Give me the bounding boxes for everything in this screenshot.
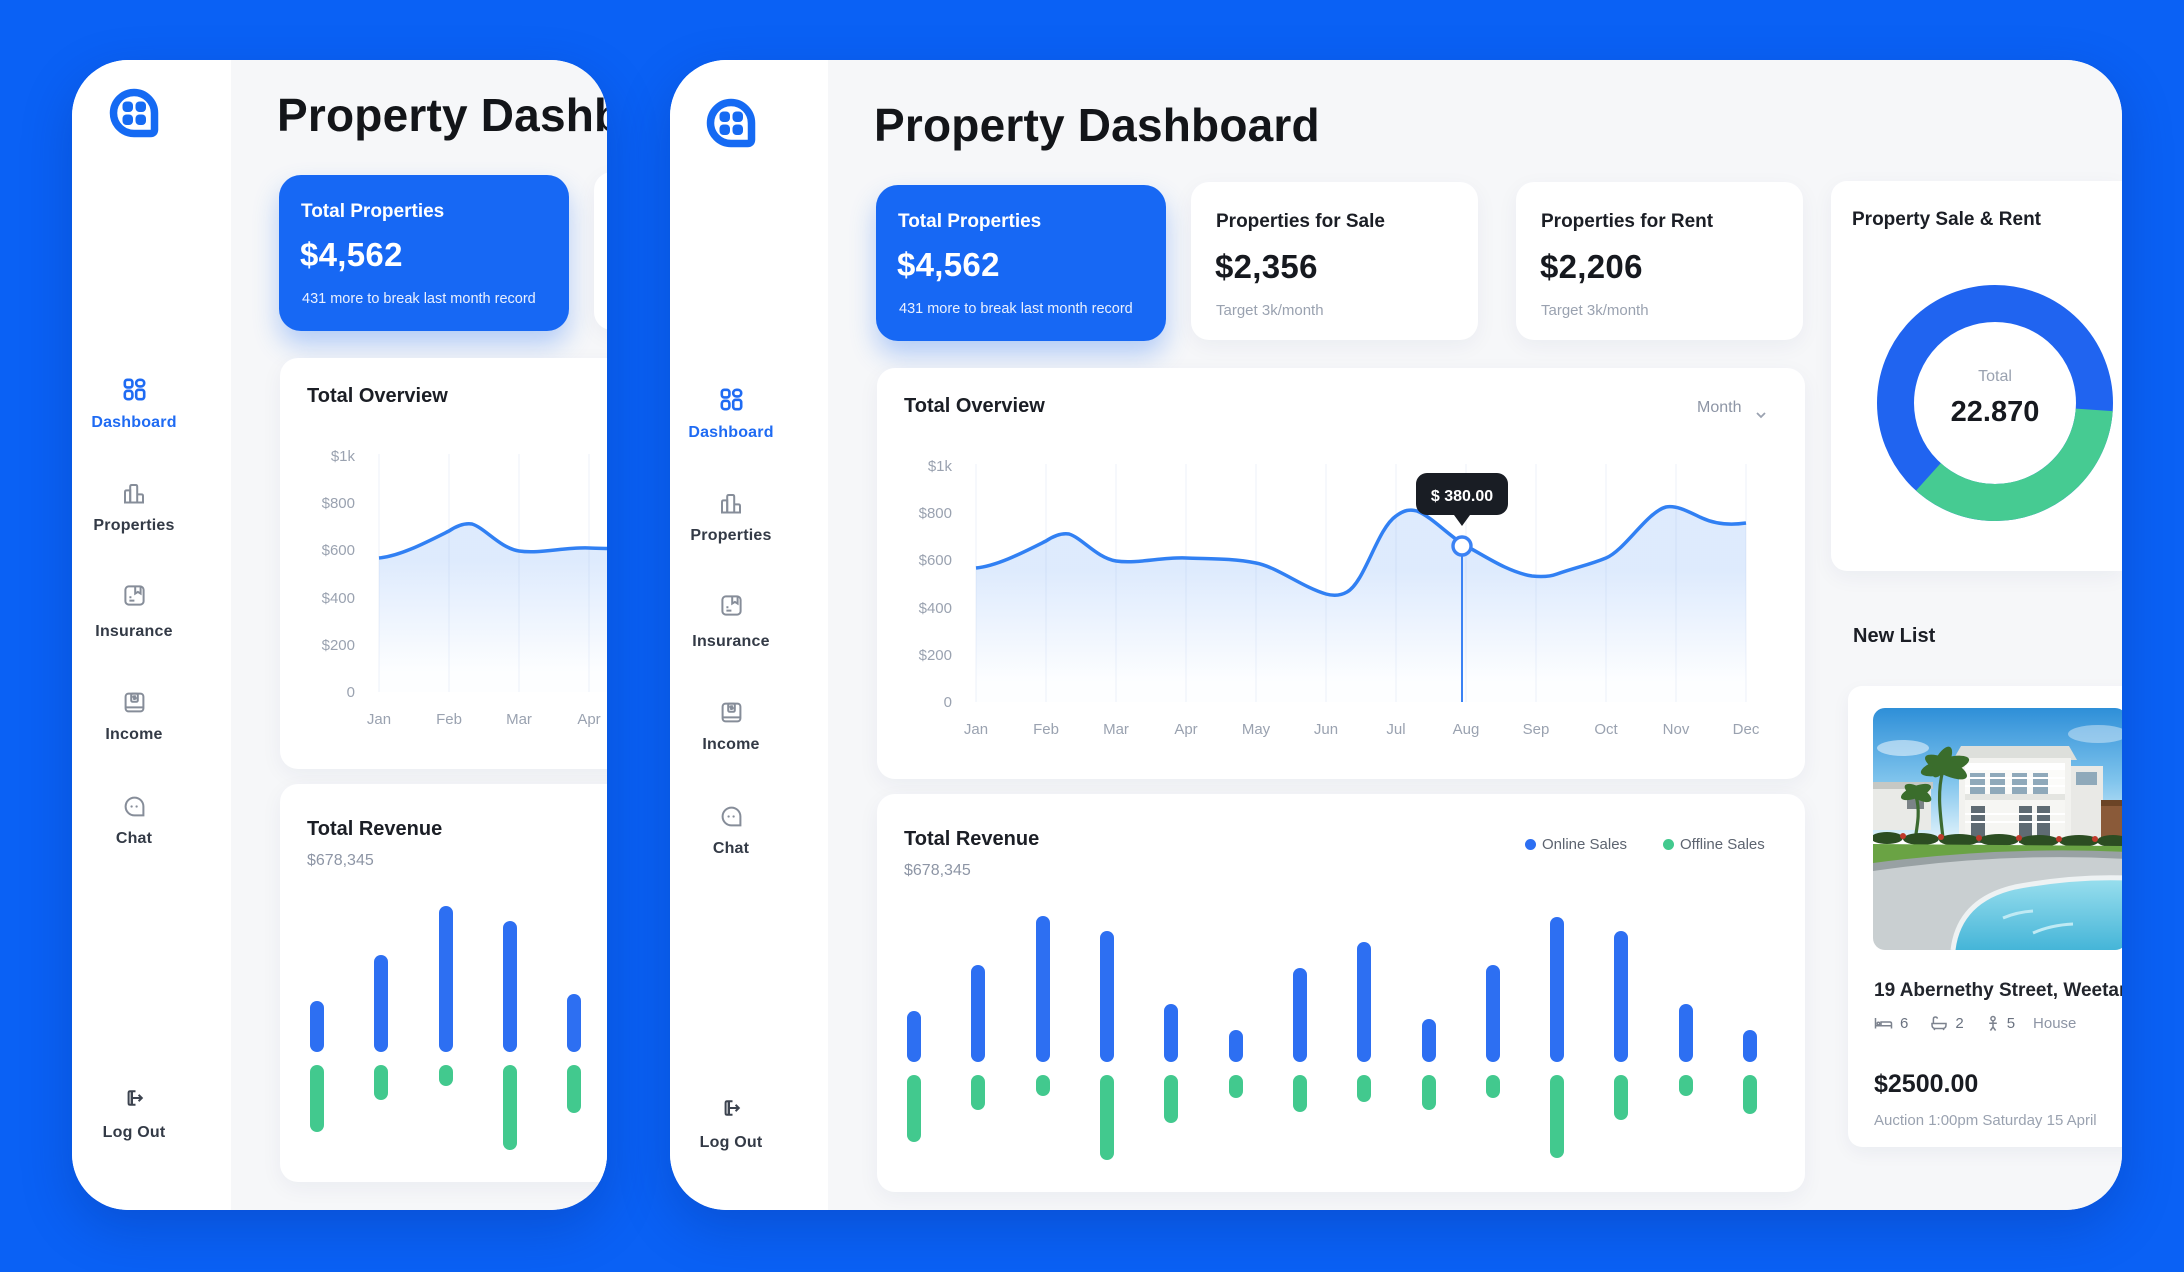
svg-text:Jul: Jul	[1386, 721, 1405, 738]
svg-text:Mar: Mar	[1103, 721, 1129, 738]
svg-text:Sep: Sep	[1523, 721, 1550, 738]
svg-text:0: 0	[944, 694, 952, 711]
svg-text:$200: $200	[919, 647, 952, 664]
svg-text:Jan: Jan	[964, 721, 988, 738]
svg-text:0: 0	[347, 684, 355, 701]
svg-text:Aug: Aug	[1453, 721, 1480, 738]
svg-text:Dec: Dec	[1733, 721, 1760, 738]
svg-text:$600: $600	[322, 542, 355, 559]
svg-text:Mar: Mar	[506, 711, 532, 728]
svg-text:$800: $800	[919, 505, 952, 522]
svg-text:Feb: Feb	[1033, 721, 1059, 738]
svg-text:$400: $400	[322, 590, 355, 607]
svg-text:$1k: $1k	[928, 458, 953, 475]
svg-text:Jun: Jun	[1314, 721, 1338, 738]
svg-text:$ 380.00: $ 380.00	[1431, 488, 1493, 505]
svg-text:$800: $800	[322, 495, 355, 512]
svg-text:$600: $600	[919, 552, 952, 569]
svg-text:$1k: $1k	[331, 448, 356, 465]
svg-text:Apr: Apr	[1174, 721, 1197, 738]
svg-text:Feb: Feb	[436, 711, 462, 728]
svg-text:$200: $200	[322, 637, 355, 654]
svg-text:Apr: Apr	[577, 711, 600, 728]
svg-text:Jan: Jan	[367, 711, 391, 728]
svg-text:May: May	[1242, 721, 1271, 738]
svg-text:$400: $400	[919, 600, 952, 617]
svg-text:Oct: Oct	[1594, 721, 1618, 738]
svg-text:Nov: Nov	[1663, 721, 1690, 738]
